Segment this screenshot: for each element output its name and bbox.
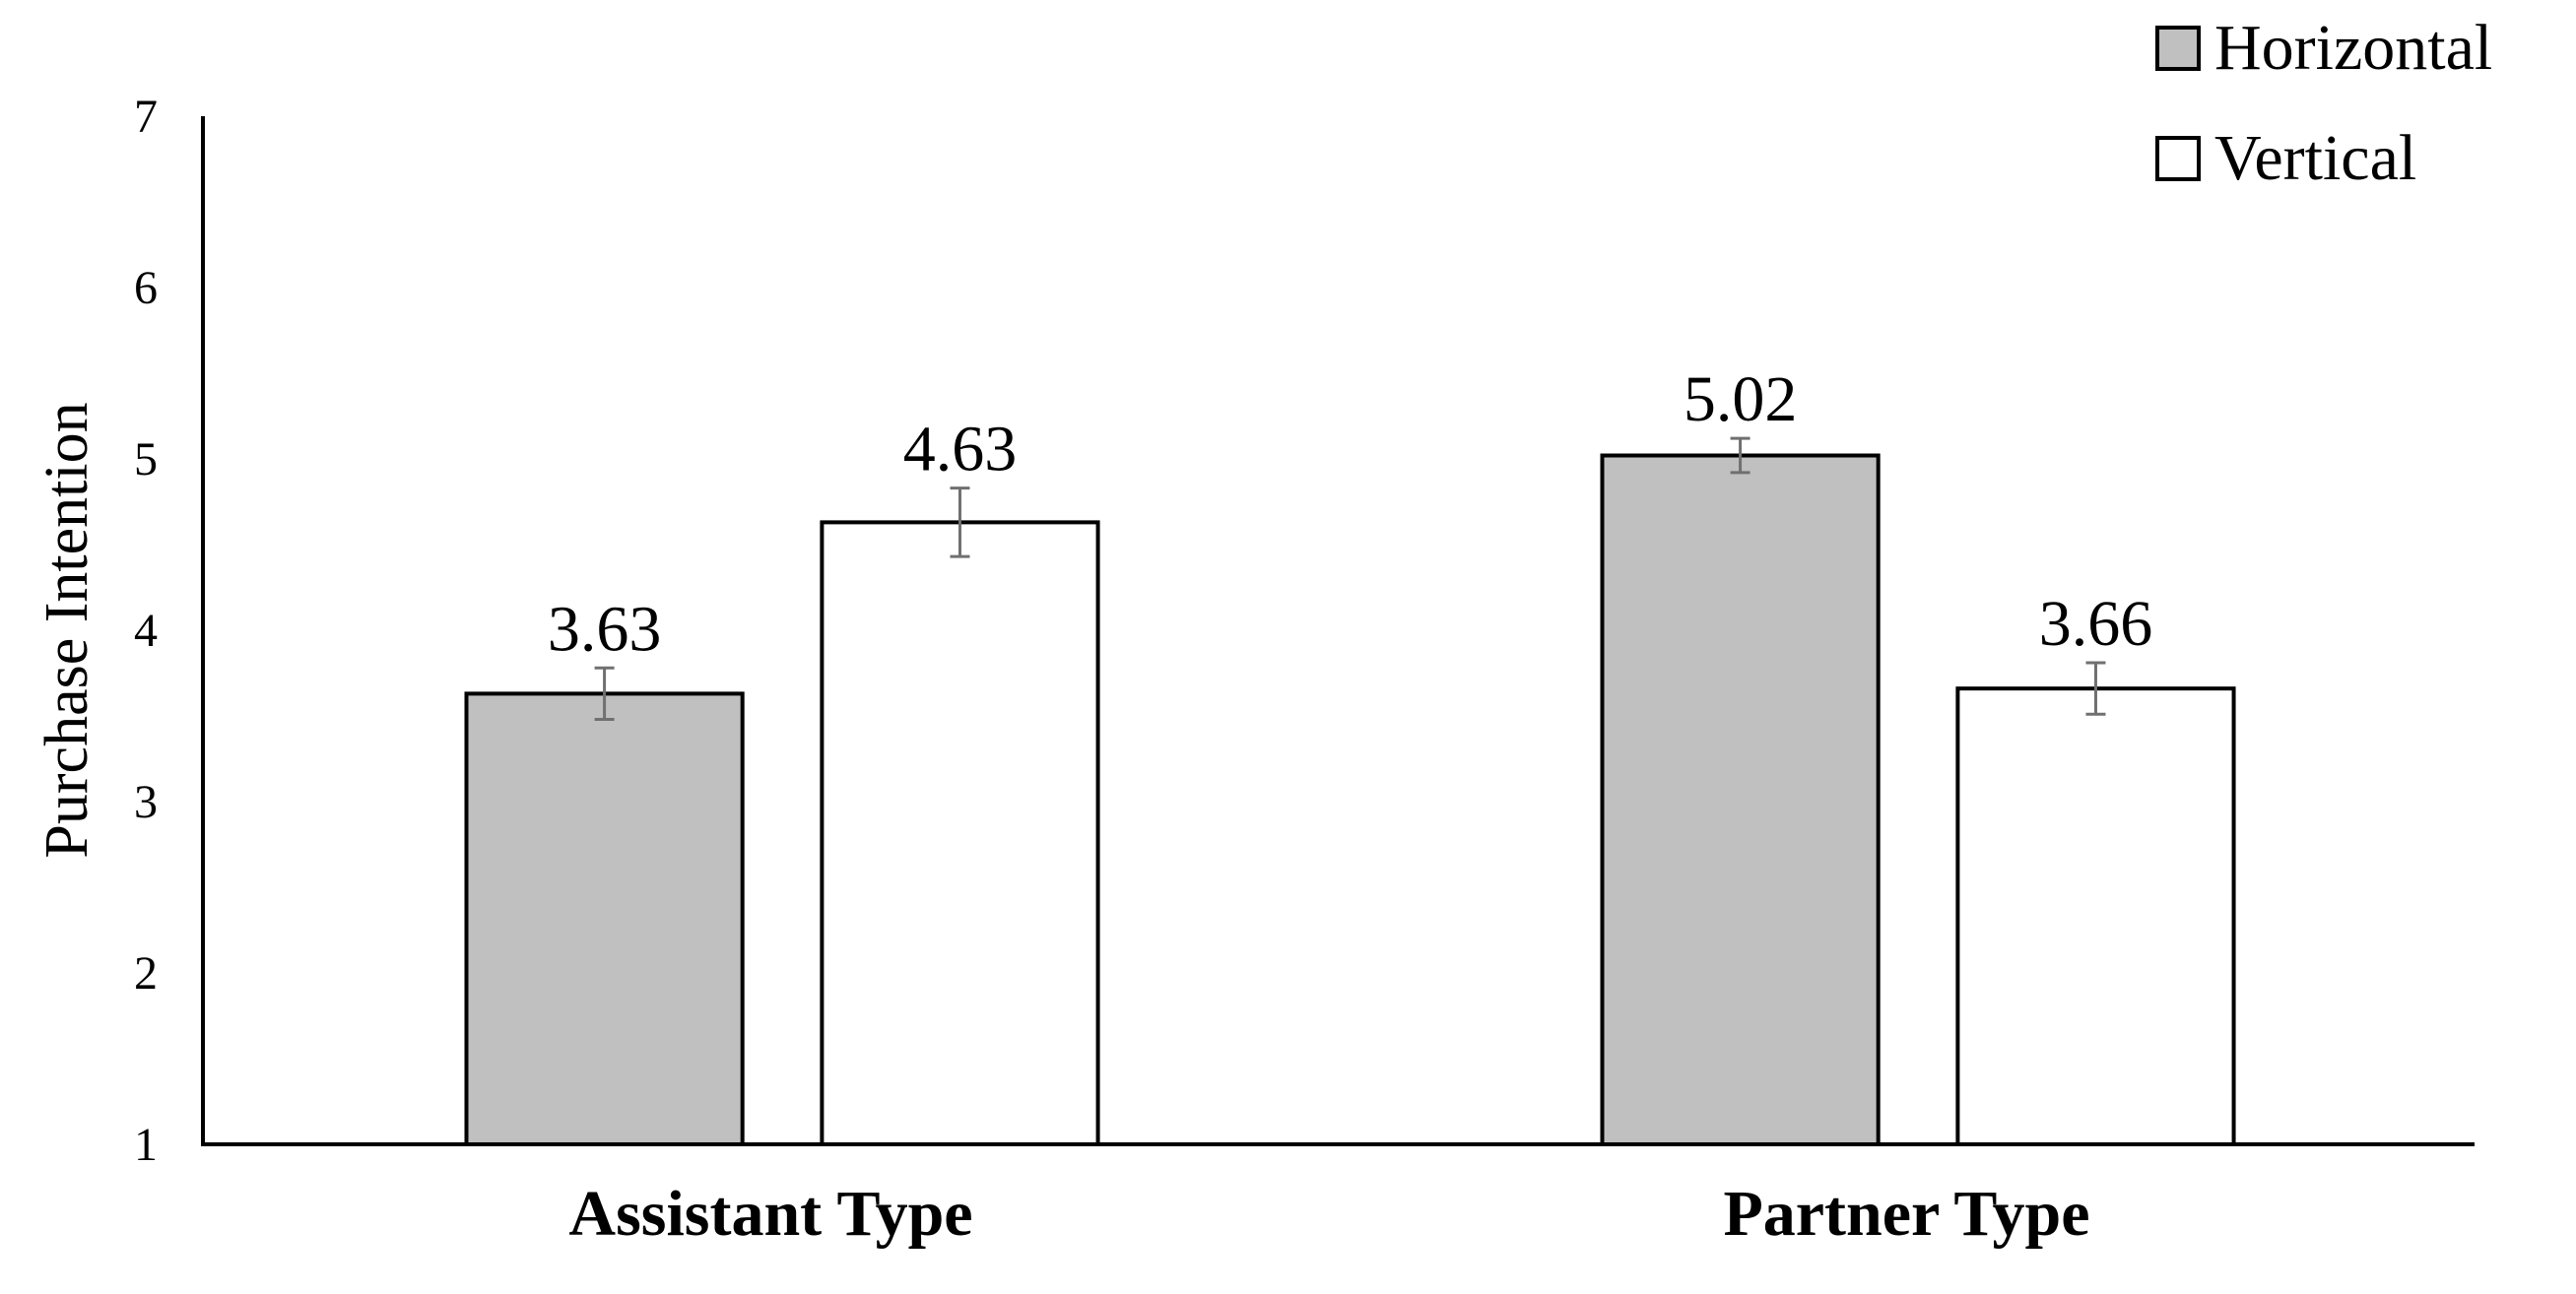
y-tick-label: 6 bbox=[134, 262, 158, 314]
y-tick-label: 7 bbox=[134, 91, 158, 143]
error-bar bbox=[594, 666, 615, 721]
data-label: 4.63 bbox=[903, 414, 1018, 485]
bar-horizontal-1 bbox=[464, 691, 745, 1146]
data-label: 3.66 bbox=[2039, 588, 2153, 660]
category-labels: Assistant Type Partner Type bbox=[568, 1178, 2089, 1250]
error-bar bbox=[950, 486, 970, 558]
category-label: Assistant Type bbox=[568, 1178, 972, 1250]
category-label: Partner Type bbox=[1723, 1178, 2089, 1250]
data-labels: 3.63 4.63 5.02 3.66 bbox=[548, 363, 2152, 665]
error-bar bbox=[2085, 661, 2106, 716]
legend: Horizontal Vertical bbox=[2155, 12, 2492, 194]
legend-swatch-vertical bbox=[2155, 136, 2201, 181]
bars bbox=[464, 453, 2236, 1146]
y-tick-label: 4 bbox=[134, 605, 158, 657]
y-tick-label: 2 bbox=[134, 947, 158, 1000]
bar-horizontal-2 bbox=[1600, 453, 1881, 1146]
data-label: 5.02 bbox=[1684, 363, 1798, 435]
y-tick-label: 1 bbox=[134, 1119, 158, 1171]
error-bars bbox=[594, 436, 2106, 721]
legend-swatch-horizontal bbox=[2155, 26, 2201, 71]
y-tick-labels: 1 2 3 4 5 6 7 bbox=[134, 91, 158, 1171]
y-tick-label: 3 bbox=[134, 776, 158, 828]
error-bar bbox=[1730, 436, 1750, 475]
legend-label-vertical: Vertical bbox=[2214, 122, 2416, 194]
legend-label-horizontal: Horizontal bbox=[2214, 12, 2492, 84]
bar-vertical-2 bbox=[1955, 686, 2236, 1146]
bar-vertical-1 bbox=[820, 520, 1100, 1146]
y-axis-title: Purchase Intention bbox=[33, 402, 100, 858]
y-tick-label: 5 bbox=[134, 433, 158, 485]
data-label: 3.63 bbox=[548, 593, 662, 665]
